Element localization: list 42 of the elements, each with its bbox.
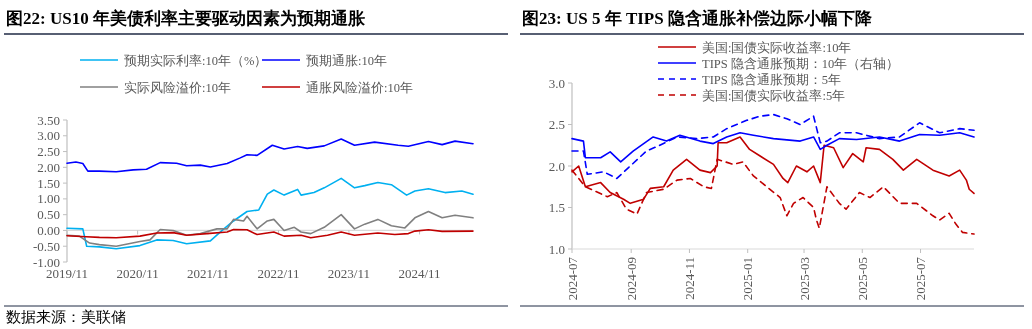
y-tick-label: 2.0 bbox=[548, 158, 565, 174]
line-series bbox=[66, 210, 474, 248]
legend-label: 美国:国债实际收益率:5年 bbox=[702, 87, 846, 103]
line-series bbox=[66, 138, 474, 173]
x-tick-label: 2024-07 bbox=[564, 256, 580, 301]
x-tick-label: 2025-01 bbox=[740, 257, 756, 301]
legend-label: 美国:国债实际收益率:10年 bbox=[702, 39, 852, 55]
x-tick-label: 2024-09 bbox=[623, 257, 639, 301]
y-tick-label: 2.5 bbox=[548, 117, 565, 132]
x-tick-label: 2020/11 bbox=[116, 266, 159, 281]
y-tick-label: 1.00 bbox=[37, 191, 60, 207]
y-tick-label: 1.50 bbox=[37, 175, 60, 191]
x-tick-label: 2022/11 bbox=[257, 266, 300, 281]
x-tick-label: 2024/11 bbox=[398, 266, 441, 281]
y-tick-label: 1.5 bbox=[548, 200, 565, 215]
legend-label: TIPS 隐含通胀预期：10年（右轴） bbox=[702, 56, 900, 71]
y-tick-label: 3.50 bbox=[37, 112, 60, 128]
chart-title: 图23: US 5 年 TIPS 隐含通胀补偿边际小幅下降 bbox=[522, 9, 873, 28]
y-tick-label: 2.50 bbox=[37, 144, 60, 160]
x-tick-label: 2024-11 bbox=[681, 257, 697, 300]
x-tick-label: 2025-07 bbox=[913, 256, 929, 301]
legend-label: 预期通胀:10年 bbox=[306, 53, 387, 68]
legend-label: 通胀风险溢价:10年 bbox=[306, 80, 413, 95]
x-tick-label: 2025-03 bbox=[796, 257, 812, 301]
line-series bbox=[571, 113, 975, 180]
y-tick-label: 3.0 bbox=[548, 75, 565, 91]
line-series bbox=[66, 228, 474, 239]
y-tick-label: 3.00 bbox=[37, 128, 60, 144]
y-tick-label: 1.0 bbox=[548, 241, 565, 257]
y-tick-label: -0.50 bbox=[32, 238, 60, 254]
source-note: 数据来源：美联储 bbox=[6, 309, 126, 325]
legend-label: TIPS 隐含通胀预期：5年 bbox=[702, 72, 842, 87]
line-series bbox=[66, 177, 474, 250]
x-tick-label: 2023/11 bbox=[327, 266, 370, 281]
y-tick-label: 2.00 bbox=[37, 159, 60, 175]
y-tick-label: 0.50 bbox=[37, 207, 60, 223]
x-tick-label: 2021/11 bbox=[186, 266, 230, 281]
y-tick-label: 0.00 bbox=[37, 222, 60, 238]
legend-label: 预期实际利率:10年（%） bbox=[124, 52, 268, 68]
legend-label: 实际风险溢价:10年 bbox=[124, 80, 231, 95]
x-tick-label: 2025-05 bbox=[854, 257, 870, 301]
chart-title: 图22: US10 年美债利率主要驱动因素为预期通胀 bbox=[6, 9, 366, 28]
